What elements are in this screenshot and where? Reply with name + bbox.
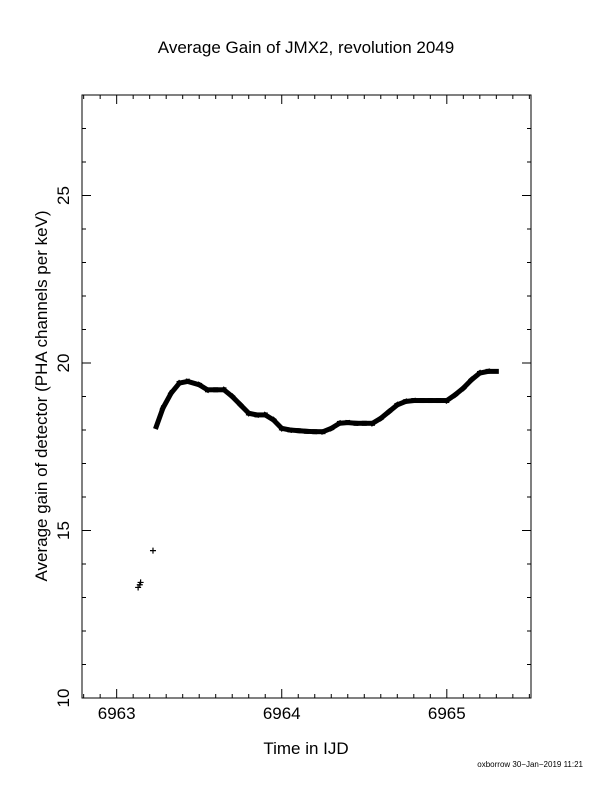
data-point bbox=[149, 547, 156, 554]
y-axis-label: Average gain of detector (PHA channels p… bbox=[32, 210, 51, 581]
y-tick-label: 20 bbox=[54, 354, 73, 373]
data-point bbox=[159, 389, 175, 412]
data-point bbox=[137, 579, 144, 586]
x-axis-label: Time in IJD bbox=[263, 739, 348, 758]
y-tick-label: 25 bbox=[54, 186, 73, 205]
plot-frame bbox=[81, 94, 532, 699]
y-axis: 10 15 20 25 bbox=[54, 94, 531, 708]
x-tick-label: 6965 bbox=[428, 704, 466, 723]
x-tick-label: 6964 bbox=[263, 704, 301, 723]
data-point bbox=[153, 405, 167, 430]
x-tick-label: 6963 bbox=[98, 704, 136, 723]
chart-title: Average Gain of JMX2, revolution 2049 bbox=[158, 38, 454, 57]
footer-stamp: oxborrow 30−Jan−2019 11:21 bbox=[477, 760, 583, 769]
x-axis: 6963 6964 6965 bbox=[83, 95, 530, 723]
y-tick-label: 15 bbox=[54, 521, 73, 540]
y-tick-label: 10 bbox=[54, 689, 73, 708]
data-series bbox=[135, 368, 499, 591]
